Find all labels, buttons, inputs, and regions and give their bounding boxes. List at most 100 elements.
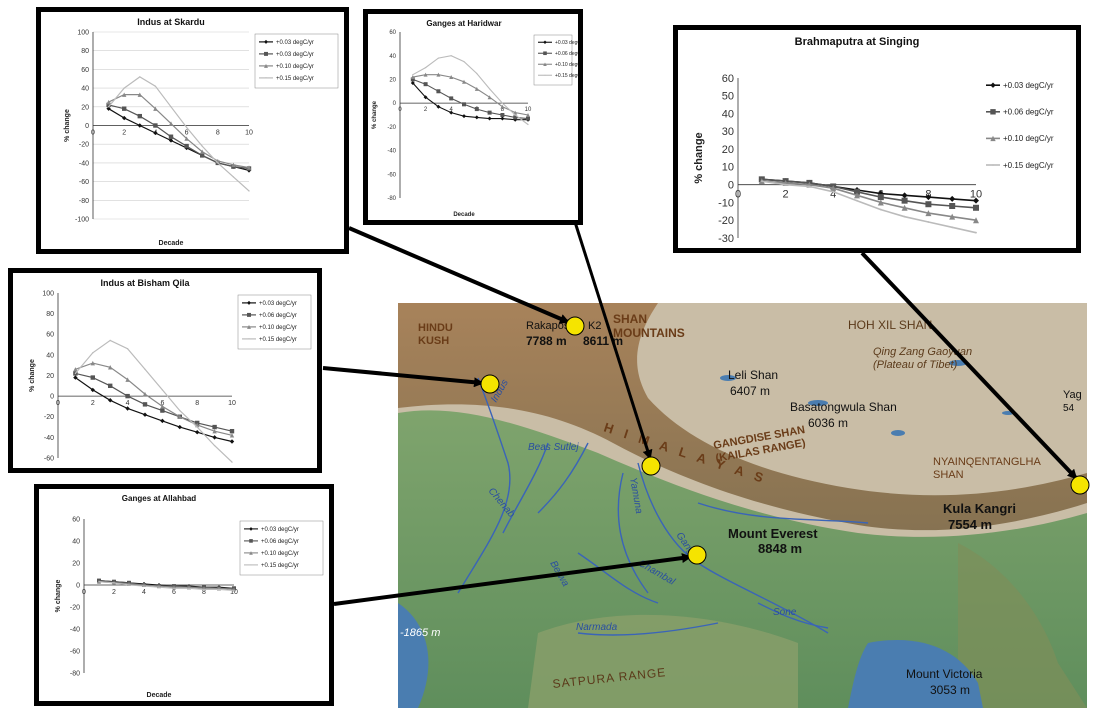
legend-marker: [249, 551, 253, 555]
label-leli-shan: Leli Shan: [728, 368, 778, 382]
data-point: [108, 398, 113, 403]
data-point: [160, 404, 165, 409]
legend-box: [239, 520, 324, 576]
legend: +0.03 degC/yr +0.03 degC/yr +0.10 degC/yr +…: [254, 33, 339, 89]
data-point: [212, 424, 217, 430]
series-3: [106, 92, 252, 170]
legend-marker: [247, 324, 251, 329]
data-point: [526, 116, 530, 121]
series-4: [74, 339, 233, 463]
y-tick-label: 60: [722, 73, 734, 85]
data-point: [177, 424, 182, 430]
x-tick-label: 0: [398, 107, 402, 113]
y-tick-label: 20: [72, 560, 80, 567]
data-point: [153, 130, 158, 136]
data-point: [217, 162, 219, 164]
y-axis-label: % change: [372, 100, 378, 129]
narmada-river: [577, 622, 719, 636]
data-point: [179, 409, 181, 412]
series-line: [412, 55, 529, 125]
data-point: [436, 104, 441, 109]
x-tick-label: 10: [228, 400, 236, 407]
legend: +0.03 degC/yr +0.06 degC/yr +0.10 degC/yr +…: [533, 34, 578, 86]
legend: +0.03 degC/yr +0.06 degC/yr +0.10 degC/yr +…: [239, 520, 324, 576]
label-basatongwula: Basatongwula Shan: [790, 400, 897, 414]
chart-bisham-svg: Indus at Bisham Qila100806040200-20-40-6…: [29, 278, 312, 463]
label-sone: Sone: [773, 607, 797, 618]
y-tick-label: 0: [85, 123, 89, 130]
data-point: [248, 190, 250, 192]
data-point: [200, 153, 205, 158]
data-point: [158, 586, 160, 588]
label-basatongwula-elev: 6036 m: [808, 416, 848, 430]
label-mount-everest: Mount Everest: [728, 526, 818, 541]
series-2: [410, 77, 530, 121]
data-point: [153, 123, 158, 128]
series-1: [73, 375, 235, 444]
data-point: [951, 226, 954, 229]
data-point: [109, 339, 111, 342]
data-point: [487, 116, 492, 121]
y-tick-label: -20: [718, 215, 734, 227]
indus-river: [457, 377, 511, 594]
y-tick-label: 10: [722, 162, 734, 174]
data-point: [450, 55, 452, 57]
data-point: [212, 428, 217, 434]
legend-marker: [990, 82, 996, 88]
data-point: [462, 102, 466, 107]
data-point: [98, 581, 100, 583]
data-point: [229, 439, 235, 444]
data-point: [170, 106, 172, 108]
series-3: [758, 178, 979, 224]
legend-label: +0.06 degC/yr: [555, 51, 578, 57]
series-2: [106, 102, 252, 171]
x-tick-label: 10: [230, 589, 238, 596]
data-point: [184, 143, 189, 149]
x-tick-label: 0: [56, 400, 60, 407]
data-point: [212, 435, 217, 440]
data-point: [925, 210, 932, 217]
label-yag-elev: 54: [1063, 403, 1075, 414]
label-shan-mountains-line: MOUNTAINS: [613, 326, 685, 340]
data-point: [137, 123, 142, 128]
data-point: [188, 587, 190, 589]
data-point: [74, 372, 77, 375]
series-line: [108, 93, 250, 169]
legend-marker: [250, 564, 252, 566]
data-point: [925, 194, 932, 201]
data-point: [125, 406, 130, 411]
legend-marker: [264, 39, 268, 44]
series-4: [98, 581, 235, 592]
y-axis-label: % change: [29, 359, 36, 392]
legend-marker: [990, 109, 996, 115]
data-point: [142, 402, 148, 407]
data-point: [196, 426, 198, 428]
data-point: [160, 418, 165, 424]
legend-marker: [249, 539, 253, 543]
data-point: [903, 215, 906, 218]
data-point: [213, 444, 216, 447]
data-point: [154, 85, 157, 87]
legend-label: +0.06 degC/yr: [1003, 108, 1054, 117]
chart-brahmaputra-at-singing: Brahmaputra at Singing 60 50 40 30 20 10 0 -10 -2…: [673, 25, 1081, 253]
series-4: [107, 76, 250, 192]
data-point: [229, 433, 235, 438]
legend-label: +0.15 degC/yr: [276, 76, 314, 82]
y-tick-label: -80: [70, 670, 80, 677]
legend-marker: [544, 74, 546, 76]
data-point: [760, 180, 763, 183]
y-tick-label: -30: [718, 233, 734, 245]
data-point: [949, 203, 956, 209]
y-tick-label: -20: [387, 125, 396, 131]
data-point: [474, 86, 479, 91]
data-point: [877, 194, 884, 201]
x-tick-label: 10: [970, 189, 982, 201]
y-tick-label: 40: [81, 86, 89, 93]
data-point: [144, 368, 146, 370]
x-axis-label: Decade: [159, 240, 184, 247]
y-tick-label: -60: [44, 455, 54, 462]
x-tick-label: 4: [830, 189, 836, 201]
legend-label: +0.06 degC/yr: [261, 539, 299, 545]
data-point: [142, 412, 148, 417]
data-point: [184, 136, 189, 141]
